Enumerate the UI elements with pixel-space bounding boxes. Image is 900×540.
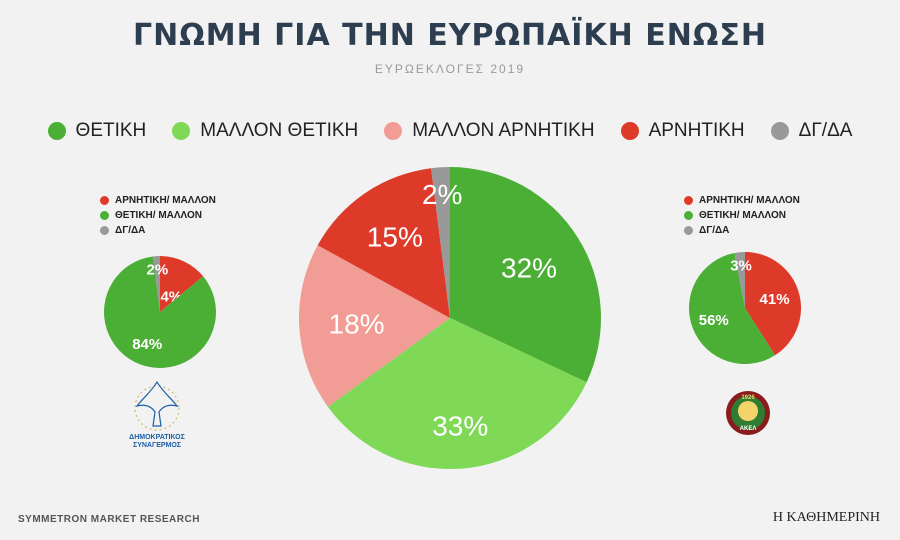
legend-item-rather-negative: ΜΑΛΛΟΝ ΑΡΝΗΤΙΚΗ <box>384 120 595 142</box>
akel-legend-label-positive: ΘΕΤΙΚΗ/ ΜΑΛΛΟΝ <box>699 210 786 221</box>
main-pie-slice-3 <box>317 168 450 318</box>
akel-legend-item-positive: ΘΕΤΙΚΗ/ ΜΑΛΛΟΝ <box>684 208 800 223</box>
disy-pie-label-1: 84% <box>132 336 162 353</box>
legend-label-dk-na: ΔΓ/ΔΑ <box>798 120 853 141</box>
main-pie-slice-1 <box>327 318 587 470</box>
main-pie-label-1: 33% <box>432 411 488 442</box>
main-pie-label-0: 32% <box>501 252 557 283</box>
main-pie-slice-2 <box>299 245 450 407</box>
disy-pie-slice-2 <box>152 256 160 312</box>
disy-logo: ΔΗΜΟΚΡΑΤΙΚΟΣ ΣΥΝΑΓΕΡΜΟΣ <box>129 380 185 449</box>
legend-label-rather-negative: ΜΑΛΛΟΝ ΑΡΝΗΤΙΚΗ <box>412 120 595 141</box>
main-pie-label-2: 18% <box>329 308 385 339</box>
akel-pie-slice-2 <box>734 252 745 308</box>
akel-pie: 41% 56% 3% <box>688 252 802 365</box>
disy-legend-item-dk-na: ΔΓ/ΔΑ <box>100 223 216 238</box>
disy-pie-label-2: 2% <box>147 262 169 279</box>
disy-legend-label-negative: ΑΡΝΗΤΙΚΗ/ ΜΑΛΛΟΝ <box>115 195 216 206</box>
akel-pie-label-2: 3% <box>730 258 752 275</box>
disy-pie-slice-0 <box>160 256 204 312</box>
legend-label-positive: ΘΕΤΙΚΗ <box>75 120 147 141</box>
publisher-logo: Η ΚΑΘΗΜΕΡΙΝΗ <box>772 510 880 525</box>
disy-logo-text-2: ΣΥΝΑΓΕΡΜΟΣ <box>133 442 181 449</box>
disy-legend-label-positive: ΘΕΤΙΚΗ/ ΜΑΛΛΟΝ <box>115 210 202 221</box>
main-pie-slice-0 <box>450 167 602 383</box>
legend-dot-dk-na <box>770 122 789 140</box>
main-pie-slice-4 <box>431 167 450 318</box>
disy-pie-slice-1 <box>104 256 216 369</box>
legend-label-rather-positive: ΜΑΛΛΟΝ ΘΕΤΙΚΗ <box>200 120 359 141</box>
akel-legend-label-dk-na: ΔΓ/ΔΑ <box>699 225 730 236</box>
legend-item-negative: ΑΡΝΗΤΙΚΗ <box>620 120 745 142</box>
main-pie-label-3: 15% <box>367 221 423 252</box>
akel-logo-year: 1926 <box>741 395 755 401</box>
akel-pie-slice-1 <box>688 252 776 365</box>
main-pie: 32% 33% 18% 15% 2% <box>299 167 602 470</box>
disy-logo-text-1: ΔΗΜΟΚΡΑΤΙΚΟΣ <box>129 434 185 441</box>
akel-legend-dot-dk-na <box>684 226 693 235</box>
chart-subtitle: ΕΥΡΩΕΚΛΟΓΕΣ 2019 <box>374 62 526 76</box>
akel-pie-label-1: 56% <box>699 312 729 329</box>
disy-legend: ΑΡΝΗΤΙΚΗ/ ΜΑΛΛΟΝ ΘΕΤΙΚΗ/ ΜΑΛΛΟΝ ΔΓ/ΔΑ <box>100 193 216 238</box>
akel-legend-item-negative: ΑΡΝΗΤΙΚΗ/ ΜΑΛΛΟΝ <box>684 193 800 208</box>
akel-logo: 1926 ΑΚΕΛ <box>726 391 770 435</box>
main-legend: ΘΕΤΙΚΗ ΜΑΛΛΟΝ ΘΕΤΙΚΗ ΜΑΛΛΟΝ ΑΡΝΗΤΙΚΗ ΑΡΝ… <box>0 120 900 142</box>
disy-legend-dot-negative <box>100 196 109 205</box>
akel-legend-label-negative: ΑΡΝΗΤΙΚΗ/ ΜΑΛΛΟΝ <box>699 195 800 206</box>
legend-dot-rather-positive <box>172 122 191 140</box>
legend-label-negative: ΑΡΝΗΤΙΚΗ <box>648 120 745 141</box>
akel-pie-slice-0 <box>745 252 802 356</box>
disy-legend-item-negative: ΑΡΝΗΤΙΚΗ/ ΜΑΛΛΟΝ <box>100 193 216 208</box>
disy-logo-stars-icon <box>134 385 180 431</box>
legend-item-rather-positive: ΜΑΛΛΟΝ ΘΕΤΙΚΗ <box>172 120 358 142</box>
legend-dot-rather-negative <box>384 122 403 140</box>
akel-legend-dot-positive <box>684 211 693 220</box>
disy-legend-label-dk-na: ΔΓ/ΔΑ <box>115 225 146 236</box>
disy-logo-figure-icon <box>135 380 179 427</box>
akel-legend-dot-negative <box>684 196 693 205</box>
disy-legend-dot-positive <box>100 211 109 220</box>
legend-item-positive: ΘΕΤΙΚΗ <box>47 120 147 142</box>
legend-dot-positive <box>47 122 66 140</box>
source-credit: SYMMETRON MARKET RESEARCH <box>18 514 200 525</box>
disy-pie: 14%84%2% <box>104 256 216 369</box>
akel-logo-name: ΑΚΕΛ <box>740 426 757 432</box>
akel-legend: ΑΡΝΗΤΙΚΗ/ ΜΑΛΛΟΝ ΘΕΤΙΚΗ/ ΜΑΛΛΟΝ ΔΓ/ΔΑ <box>684 193 800 238</box>
akel-pie-label-0: 41% <box>760 291 790 308</box>
legend-item-dk-na: ΔΓ/ΔΑ <box>770 120 853 142</box>
disy-legend-dot-dk-na <box>100 226 109 235</box>
chart-title: ΓΝΩΜΗ ΓΙΑ ΤΗΝ ΕΥΡΩΠΑΪΚΗ ΕΝΩΣΗ <box>133 18 767 53</box>
akel-logo-center-icon <box>738 401 758 421</box>
legend-dot-negative <box>620 122 639 140</box>
main-pie-label-4: 2% <box>422 179 462 210</box>
disy-legend-item-positive: ΘΕΤΙΚΗ/ ΜΑΛΛΟΝ <box>100 208 216 223</box>
akel-legend-item-dk-na: ΔΓ/ΔΑ <box>684 223 800 238</box>
